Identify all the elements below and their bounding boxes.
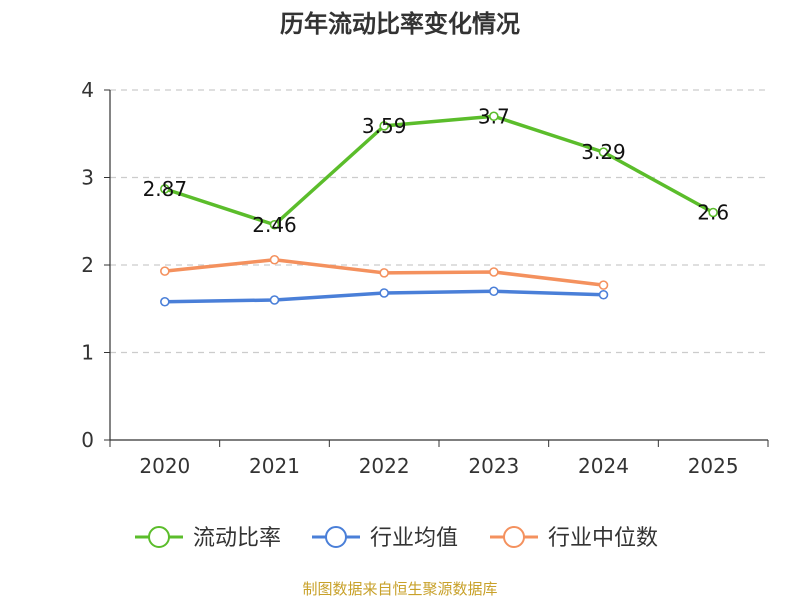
- data-label-2022: 3.59: [362, 114, 407, 138]
- x-tick-label-2023: 2023: [468, 454, 519, 478]
- y-tick-label-3: 3: [81, 166, 94, 190]
- y-tick-label-0: 0: [81, 428, 94, 452]
- series-line-0: [163, 114, 715, 227]
- y-tick-label-2: 2: [81, 253, 94, 277]
- x-tick-label-2020: 2020: [139, 454, 190, 478]
- data-labels: 2.87 2.46 3.59 3.7 3.29 2.6: [143, 104, 730, 237]
- data-label-2023: 3.7: [478, 104, 510, 128]
- x-tick-label-2024: 2024: [578, 454, 629, 478]
- legend-label-0: 流动比率: [193, 526, 281, 551]
- x-tick-label-2021: 2021: [249, 454, 300, 478]
- series-2: [160, 254, 609, 290]
- y-tick-label-1: 1: [81, 341, 94, 365]
- grid-lines: [110, 89, 768, 354]
- series-lines: [160, 111, 718, 307]
- x-tick-label-2022: 2022: [359, 454, 410, 478]
- series-0-point-2023: [489, 111, 499, 122]
- series-2-point-2020: [160, 266, 170, 276]
- x-tick-label-2025: 2025: [688, 454, 739, 478]
- series-0-point-2021: [269, 219, 280, 230]
- legend[interactable]: 流动比率 行业均值 行业中位数: [135, 526, 658, 551]
- series-1-point-2022: [379, 288, 389, 298]
- series-1: [160, 286, 609, 307]
- data-label-2020: 2.87: [143, 177, 188, 201]
- series-1-point-2023: [489, 286, 499, 297]
- series-0-point-2024: [598, 147, 609, 157]
- series-0-point-2025: [708, 207, 718, 218]
- data-label-2025: 2.6: [697, 201, 729, 225]
- legend-marker-2: [503, 526, 525, 548]
- series-1-point-2020: [160, 296, 170, 307]
- legend-item-1[interactable]: 行业均值: [312, 526, 458, 551]
- series-0-point-2020: [160, 184, 170, 194]
- series-0: [160, 111, 718, 230]
- series-2-point-2022: [379, 268, 389, 278]
- data-label-2024: 3.29: [581, 140, 626, 164]
- legend-marker-1: [325, 526, 347, 548]
- legend-marker-0: [148, 526, 170, 548]
- y-tick-label-4: 4: [81, 78, 94, 102]
- series-2-point-2023: [489, 267, 499, 277]
- data-label-2021: 2.46: [252, 213, 297, 237]
- series-2-point-2024: [598, 280, 609, 290]
- series-1-point-2024: [598, 289, 609, 300]
- series-0-point-2022: [379, 121, 389, 131]
- axes: 0 1 2 3 4 2020 2021 2022 2023 2024 2025: [81, 78, 769, 478]
- legend-item-0[interactable]: 流动比率: [135, 526, 281, 551]
- series-2-point-2021: [269, 254, 280, 265]
- source-note: 制图数据来自恒生聚源数据库: [302, 580, 497, 598]
- legend-label-1: 行业均值: [370, 526, 458, 551]
- legend-item-2[interactable]: 行业中位数: [490, 526, 658, 551]
- legend-label-2: 行业中位数: [548, 526, 658, 551]
- chart-title: 历年流动比率变化情况: [280, 10, 520, 38]
- series-1-point-2021: [269, 295, 280, 305]
